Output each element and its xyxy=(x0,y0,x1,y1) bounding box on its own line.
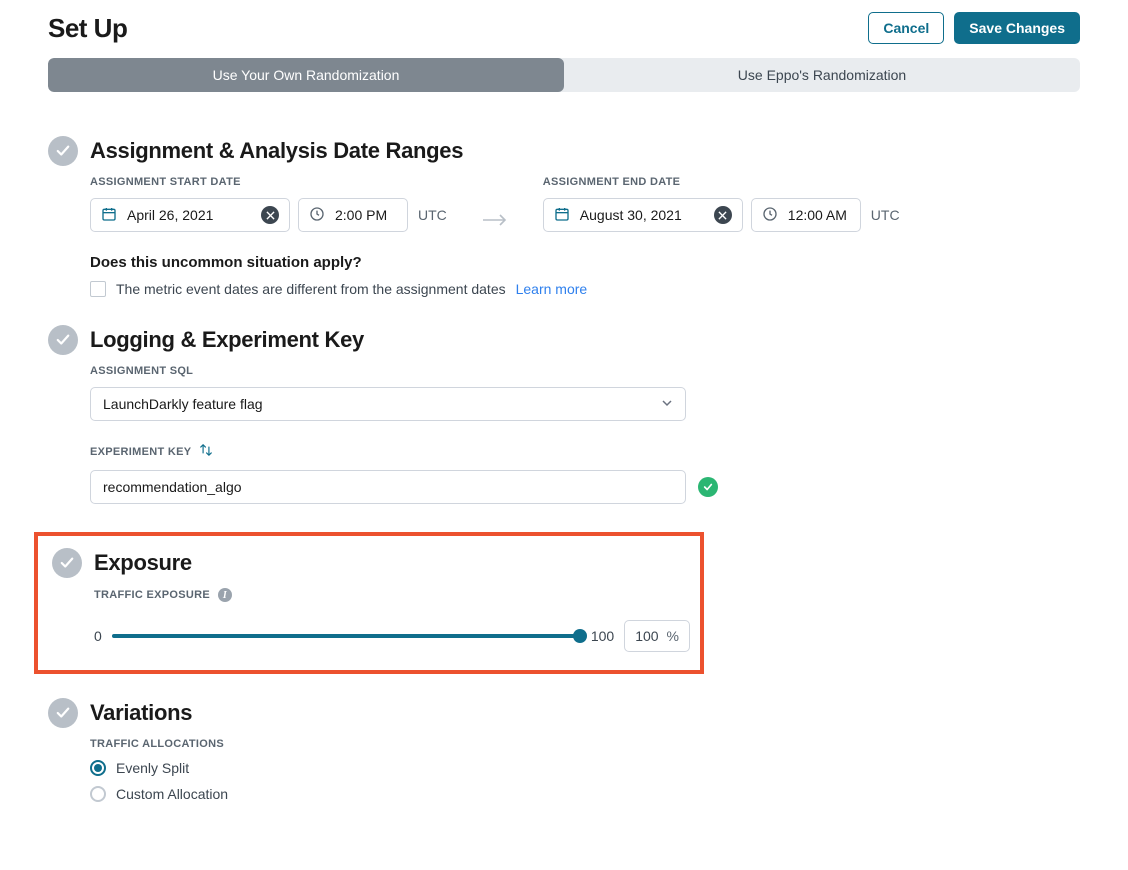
end-date-value: August 30, 2021 xyxy=(580,207,682,223)
metric-dates-checkbox[interactable] xyxy=(90,281,106,297)
section-title-variations: Variations xyxy=(90,698,192,728)
page-title: Set Up xyxy=(48,13,127,44)
randomization-tabs: Use Your Own Randomization Use Eppo's Ra… xyxy=(48,58,1080,92)
start-time-input[interactable]: 2:00 PM xyxy=(298,198,408,232)
swap-icon[interactable] xyxy=(199,443,213,460)
radio-icon xyxy=(90,760,106,776)
start-date-value: April 26, 2021 xyxy=(127,207,213,223)
assignment-sql-label: ASSIGNMENT SQL xyxy=(90,365,1080,377)
radio-icon xyxy=(90,786,106,802)
start-date-label: ASSIGNMENT START DATE xyxy=(90,176,447,188)
clear-end-date-button[interactable] xyxy=(714,206,732,224)
calendar-icon xyxy=(554,206,570,225)
valid-check-icon xyxy=(698,477,718,497)
slider-thumb[interactable] xyxy=(573,629,587,643)
arrow-right-icon xyxy=(481,212,509,232)
traffic-allocations-label: TRAFFIC ALLOCATIONS xyxy=(90,738,1080,750)
start-date-input[interactable]: April 26, 2021 xyxy=(90,198,290,232)
tab-eppo-randomization[interactable]: Use Eppo's Randomization xyxy=(564,58,1080,92)
section-title-exposure: Exposure xyxy=(94,548,192,578)
section-title-dates: Assignment & Analysis Date Ranges xyxy=(90,136,463,166)
section-title-logging: Logging & Experiment Key xyxy=(90,325,364,355)
end-date-label: ASSIGNMENT END DATE xyxy=(543,176,900,188)
traffic-exposure-unit: % xyxy=(667,628,679,644)
calendar-icon xyxy=(101,206,117,225)
learn-more-link[interactable]: Learn more xyxy=(516,281,588,297)
cancel-button[interactable]: Cancel xyxy=(868,12,944,44)
slider-max-label: 100 xyxy=(591,628,614,644)
clear-start-date-button[interactable] xyxy=(261,206,279,224)
experiment-key-input[interactable] xyxy=(90,470,686,504)
experiment-key-label: EXPERIMENT KEY xyxy=(90,446,191,458)
chevron-down-icon xyxy=(661,396,673,412)
start-time-value: 2:00 PM xyxy=(335,207,387,223)
radio-custom-allocation[interactable]: Custom Allocation xyxy=(90,786,1080,802)
exposure-highlight-region: Exposure TRAFFIC EXPOSURE i 0 100 100 % xyxy=(34,532,704,674)
radio-custom-allocation-label: Custom Allocation xyxy=(116,786,228,802)
tab-own-randomization[interactable]: Use Your Own Randomization xyxy=(48,58,564,92)
traffic-exposure-slider[interactable] xyxy=(112,634,581,638)
end-date-input[interactable]: August 30, 2021 xyxy=(543,198,743,232)
save-changes-button[interactable]: Save Changes xyxy=(954,12,1080,44)
end-time-input[interactable]: 12:00 AM xyxy=(751,198,861,232)
assignment-sql-select[interactable]: LaunchDarkly feature flag xyxy=(90,387,686,421)
end-time-value: 12:00 AM xyxy=(788,207,847,223)
situation-question: Does this uncommon situation apply? xyxy=(90,254,1080,271)
slider-min-label: 0 xyxy=(94,628,102,644)
info-icon[interactable]: i xyxy=(218,588,232,602)
end-tz: UTC xyxy=(871,207,900,223)
start-tz: UTC xyxy=(418,207,447,223)
section-check-variations xyxy=(48,698,78,728)
traffic-exposure-label: TRAFFIC EXPOSURE xyxy=(94,589,210,601)
section-check-logging xyxy=(48,325,78,355)
section-check-exposure xyxy=(52,548,82,578)
clock-icon xyxy=(309,206,325,225)
clock-icon xyxy=(762,206,778,225)
traffic-exposure-value: 100 xyxy=(635,628,658,644)
assignment-sql-value: LaunchDarkly feature flag xyxy=(103,396,263,412)
section-check-dates xyxy=(48,136,78,166)
radio-evenly-split-label: Evenly Split xyxy=(116,760,189,776)
traffic-exposure-input[interactable]: 100 % xyxy=(624,620,690,652)
radio-evenly-split[interactable]: Evenly Split xyxy=(90,760,1080,776)
metric-dates-label: The metric event dates are different fro… xyxy=(116,281,506,297)
